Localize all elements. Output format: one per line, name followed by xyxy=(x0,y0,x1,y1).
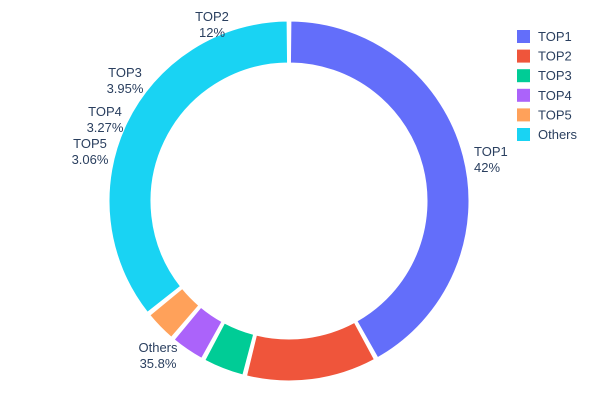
slice-label-name: TOP5 xyxy=(73,136,107,151)
legend-label: TOP3 xyxy=(538,68,572,83)
legend-swatch[interactable] xyxy=(517,108,530,122)
slice-label-percent: 3.95% xyxy=(107,81,144,96)
legend-label: TOP2 xyxy=(538,49,572,64)
legend-item[interactable]: Others xyxy=(517,127,578,142)
slice-label-name: Others xyxy=(138,340,178,355)
legend-swatch[interactable] xyxy=(517,49,530,63)
slice-label-percent: 42% xyxy=(474,160,500,175)
legend-item[interactable]: TOP2 xyxy=(517,49,572,64)
legend-label: TOP1 xyxy=(538,29,572,44)
pie-slice[interactable] xyxy=(245,321,376,382)
slice-label-percent: 3.06% xyxy=(72,152,109,167)
legend-item[interactable]: TOP3 xyxy=(517,68,572,83)
legend-item[interactable]: TOP1 xyxy=(517,29,572,44)
legend-swatch[interactable] xyxy=(517,69,530,83)
legend-item[interactable]: TOP4 xyxy=(517,88,572,103)
pie-slice[interactable] xyxy=(204,322,255,376)
pie-slice[interactable] xyxy=(289,20,470,359)
legend-swatch[interactable] xyxy=(517,128,530,141)
slice-label-percent: 3.27% xyxy=(87,120,124,135)
legend-label: TOP5 xyxy=(538,107,572,122)
legend-label: Others xyxy=(538,127,578,142)
slice-label-name: TOP4 xyxy=(88,104,122,119)
pie-slice[interactable] xyxy=(173,306,223,360)
slice-label-percent: 12% xyxy=(199,25,225,40)
slice-label-name: TOP2 xyxy=(195,9,229,24)
legend-swatch[interactable] xyxy=(517,88,530,102)
pie-slice[interactable] xyxy=(108,20,289,313)
legend-item[interactable]: TOP5 xyxy=(517,107,572,122)
pie-slice[interactable] xyxy=(149,287,200,338)
chart-legend[interactable]: TOP1 TOP2 TOP3 TOP4 TOP5 Others xyxy=(517,29,578,142)
slice-label-name: TOP1 xyxy=(474,144,508,159)
legend-label: TOP4 xyxy=(538,88,572,103)
pie-slices-group xyxy=(108,20,470,382)
slice-label-name: TOP3 xyxy=(108,65,142,80)
legend-swatch[interactable] xyxy=(517,30,530,43)
slice-label-percent: 35.8% xyxy=(140,356,177,371)
